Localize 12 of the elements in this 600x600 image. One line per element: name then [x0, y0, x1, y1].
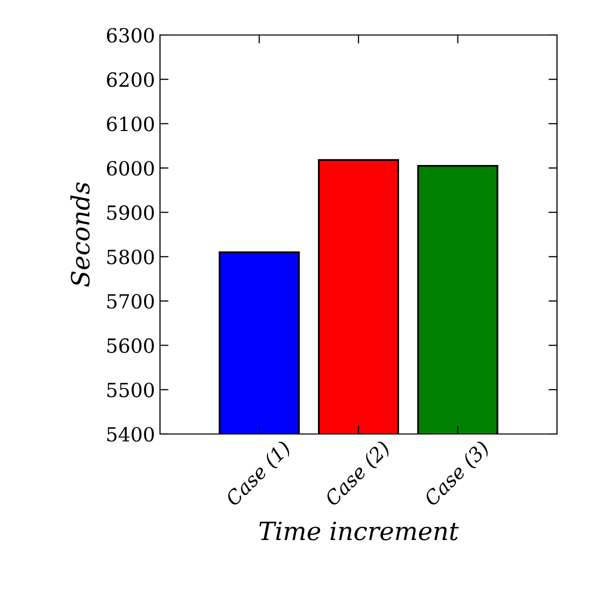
y-tick-label: 6300 [106, 28, 154, 43]
y-axis-title: Seconds [70, 182, 90, 287]
y-tick-label: 6000 [106, 160, 154, 176]
y-tick-label: 5500 [107, 382, 154, 398]
y-tick-label: 5600 [107, 338, 154, 353]
x-axis-title: Time increment [259, 522, 459, 540]
y-tick-label: 5900 [107, 205, 154, 220]
y-tick-label: 5700 [107, 294, 154, 309]
y-tick-label: 5400 [107, 426, 154, 442]
y-tick-label: 6200 [106, 72, 154, 87]
y-tick-label: 6100 [106, 116, 154, 132]
y-tick-label: 5800 [107, 250, 154, 264]
